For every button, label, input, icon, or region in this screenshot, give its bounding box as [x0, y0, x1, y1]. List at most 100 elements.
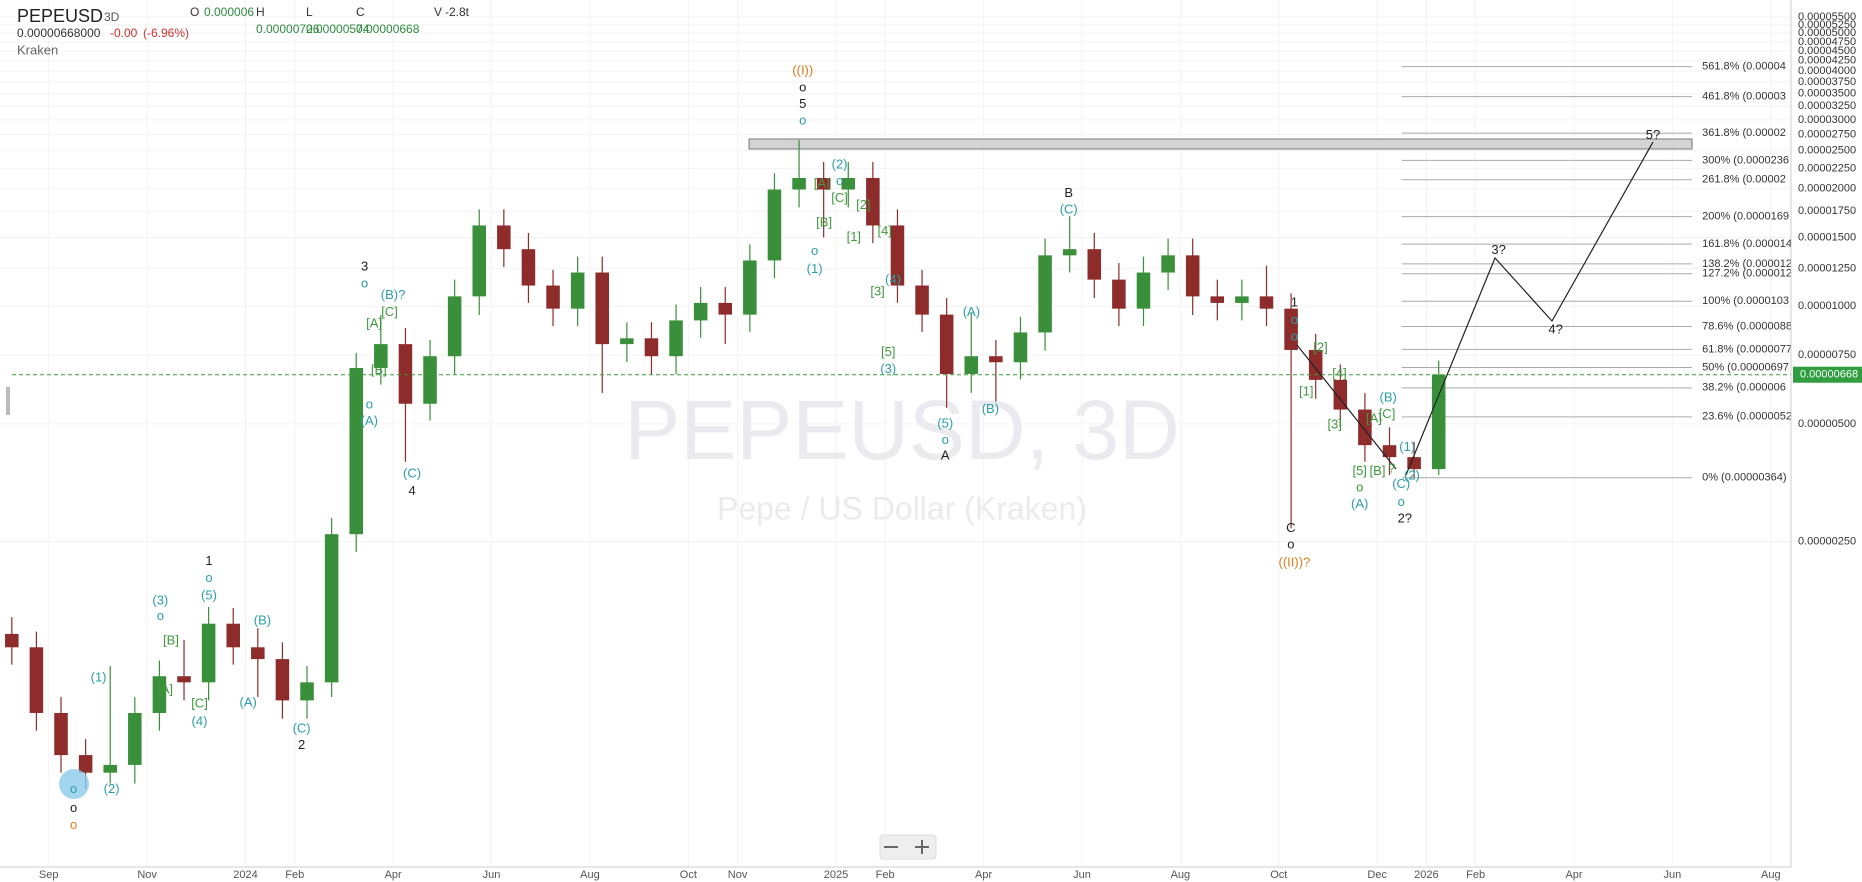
- wave-label: [C]: [191, 696, 208, 711]
- candle-body: [669, 320, 683, 357]
- candle-body: [1358, 409, 1372, 446]
- wave-label: [2]: [856, 197, 870, 212]
- candle-body: [29, 647, 44, 713]
- wave-label: 5: [799, 96, 806, 111]
- candle-body: [915, 285, 929, 315]
- wave-label: 4?: [1548, 322, 1562, 337]
- wave-label: o: [366, 396, 373, 411]
- wave-label: (3): [152, 592, 168, 607]
- fib-label: 200% (0.0000169: [1702, 211, 1789, 223]
- candle-body: [644, 338, 659, 357]
- highlight-circle: [59, 769, 89, 799]
- wave-label: [C]: [1379, 406, 1396, 421]
- price-scale: [1791, 0, 1862, 882]
- wave-label: o: [836, 173, 843, 188]
- wave-label: o: [811, 243, 818, 258]
- candle-body: [447, 296, 462, 357]
- wave-label: (C): [293, 721, 311, 736]
- candle-body: [1136, 272, 1151, 309]
- wave-label: [A]: [814, 176, 830, 191]
- wave-label: (B): [982, 401, 999, 416]
- y-tick-label: 0.00003500: [1798, 88, 1856, 100]
- x-tick-label: Apr: [385, 869, 402, 881]
- x-tick-label: Feb: [285, 869, 304, 881]
- candle-body: [398, 344, 413, 404]
- x-tick-label: Nov: [728, 869, 748, 881]
- fib-label: 361.8% (0.00002: [1702, 127, 1786, 139]
- candle-body: [226, 623, 240, 648]
- wave-label: (B): [254, 613, 271, 628]
- y-tick-label: 0.00002500: [1798, 145, 1856, 157]
- x-tick-label: Sep: [39, 869, 59, 881]
- wave-label: o: [361, 275, 368, 290]
- candle-body: [816, 177, 831, 190]
- y-tick-label: 0.00005000: [1798, 27, 1856, 39]
- wave-label: [3]: [1328, 417, 1342, 432]
- fib-label: 23.6% (0.0000052: [1702, 411, 1792, 423]
- wave-label: [A]: [1366, 411, 1382, 426]
- wave-label: 4: [408, 483, 415, 498]
- wave-label: [3]: [870, 284, 884, 299]
- fib-label: 127.2% (0.000012: [1702, 268, 1792, 280]
- x-tick-label: 2026: [1414, 869, 1438, 881]
- wave-label: A: [941, 447, 950, 462]
- x-tick-label: Aug: [580, 869, 600, 881]
- v-label: V: [434, 5, 442, 19]
- x-tick-label: Oct: [680, 869, 697, 881]
- header: PEPEUSD 3D 0.00000668000 -0.00 (-6.96%) …: [17, 5, 470, 57]
- wave-label: (2): [104, 781, 120, 796]
- last-price-label: 0.00000668: [1800, 369, 1858, 381]
- wave-label: 1: [1291, 294, 1298, 309]
- wave-label: C: [1286, 520, 1295, 535]
- v-value: -2.8t: [445, 5, 470, 19]
- x-tick-label: Dec: [1367, 869, 1387, 881]
- candle-body: [1333, 379, 1348, 410]
- wave-label: (1): [1399, 439, 1415, 454]
- y-tick-label: 0.00004500: [1798, 45, 1856, 57]
- x-tick-label: 2024: [233, 869, 257, 881]
- candle-body: [128, 712, 142, 765]
- wave-label: o: [1356, 480, 1363, 495]
- wave-label: o: [70, 781, 77, 796]
- candle-body: [1308, 349, 1323, 380]
- wave-label: [B]: [816, 215, 832, 230]
- wave-label: ?: [1388, 461, 1395, 476]
- symbol: PEPEUSD: [17, 6, 103, 26]
- wave-label: (C): [1060, 202, 1078, 217]
- c-label: C: [356, 5, 365, 19]
- candle-body: [939, 314, 954, 374]
- wave-label: (4): [192, 713, 208, 728]
- candle-body: [374, 344, 388, 369]
- candle-body: [989, 356, 1003, 363]
- candle-body: [1062, 249, 1077, 256]
- wave-label: (3): [880, 361, 896, 376]
- wave-label: 1: [205, 553, 212, 568]
- x-tick-label: Oct: [1270, 869, 1287, 881]
- fib-label: 0% (0.00000364): [1702, 472, 1786, 484]
- change: -0.00: [110, 26, 138, 40]
- wave-label: [B]: [1370, 463, 1386, 478]
- y-tick-label: 0.00002250: [1798, 163, 1856, 175]
- wave-label: [5]: [881, 344, 895, 359]
- candle-body: [1210, 296, 1225, 303]
- l-value: 0.00000574: [306, 22, 370, 36]
- candle-body: [964, 356, 979, 374]
- candle-body: [1087, 249, 1102, 280]
- wave-label: (A): [1351, 496, 1368, 511]
- wave-label: (1): [91, 670, 107, 685]
- candle-body: [1185, 255, 1200, 297]
- wave-label: (5): [937, 415, 953, 430]
- candle-body: [1112, 279, 1126, 309]
- h-value: 0.00000726: [256, 22, 320, 36]
- fib-label: 300% (0.0000236: [1702, 154, 1789, 166]
- wave-label: ((II))?: [1278, 554, 1310, 569]
- wave-label: 3: [361, 259, 368, 274]
- wave-label: o: [1398, 494, 1405, 509]
- candle-body: [866, 177, 880, 226]
- candle-body: [890, 225, 905, 286]
- y-tick-label: 0.00001000: [1798, 300, 1856, 312]
- fib-label: 78.6% (0.0000088: [1702, 320, 1792, 332]
- candle-body: [177, 676, 191, 683]
- candle-body: [595, 272, 610, 345]
